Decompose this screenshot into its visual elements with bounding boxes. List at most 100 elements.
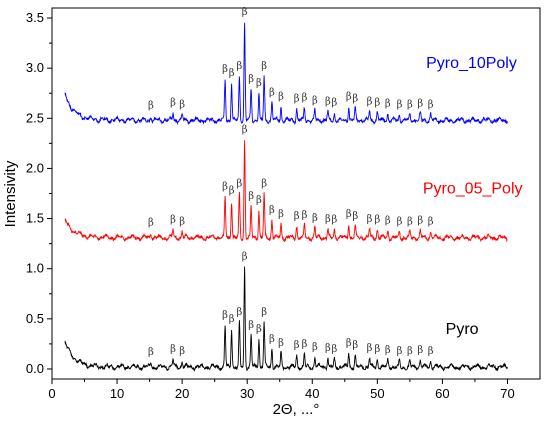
beta-marker: β (367, 343, 373, 354)
beta-marker: β (312, 342, 318, 353)
beta-marker: β (278, 209, 284, 220)
beta-marker: β (352, 340, 358, 351)
y-axis: 0.0 0.5 1.0 1.5 2.0 2.5 3.0 3.5 (26, 10, 52, 376)
beta-marker: β (170, 215, 176, 226)
beta-marker: β (397, 217, 403, 228)
beta-marker: β (261, 178, 267, 189)
beta-marker: β (170, 344, 176, 355)
beta-marker: β (256, 78, 262, 89)
beta-marker: β (248, 191, 254, 202)
beta-marker: β (367, 96, 373, 107)
beta-marker: β (325, 214, 331, 225)
beta-marker: β (237, 61, 243, 72)
beta-marker: β (331, 97, 337, 108)
beta-marker: β (302, 339, 308, 350)
x-tick-label: 40 (305, 386, 319, 401)
beta-marker: β (367, 214, 373, 225)
beta-marker: β (352, 211, 358, 222)
beta-marker: β (331, 344, 337, 355)
beta-marker: β (237, 178, 243, 189)
y-tick-label: 1.5 (26, 211, 44, 226)
beta-marker: β (148, 218, 154, 229)
x-axis: 0 10 20 30 40 50 60 70 (48, 379, 515, 401)
beta-marker: β (302, 93, 308, 104)
x-tick-label: 70 (500, 386, 514, 401)
beta-marker: β (397, 99, 403, 110)
beta-marker: β (417, 98, 423, 109)
beta-marker: β (269, 88, 275, 99)
beta-marker: β (346, 338, 352, 349)
beta-marker: β (179, 99, 185, 110)
beta-marker: β (407, 217, 413, 228)
beta-marker: β (312, 95, 318, 106)
beta-marker: β (179, 346, 185, 357)
x-tick-label: 30 (240, 386, 254, 401)
beta-marker: β (261, 61, 267, 72)
y-axis-title: Intensivity (2, 160, 19, 227)
series-line-pyro (64, 266, 508, 372)
y-tick-label: 3.0 (26, 60, 44, 75)
x-tick-label: 60 (435, 386, 449, 401)
beta-marker: β (352, 93, 358, 104)
beta-marker: β (294, 93, 300, 104)
beta-marker: β (256, 195, 262, 206)
beta-marker: β (312, 213, 318, 224)
beta-marker: β (179, 217, 185, 228)
beta-marker: β (374, 344, 380, 355)
beta-marker: β (269, 205, 275, 216)
beta-marker: β (248, 320, 254, 331)
y-tick-label: 1.0 (26, 261, 44, 276)
beta-marker: β (346, 92, 352, 103)
beta-marker: β (269, 334, 275, 345)
beta-marker: β (407, 99, 413, 110)
beta-marker: β (248, 74, 254, 85)
beta-marker: β (428, 346, 434, 357)
x-axis-title: 2Θ, ...° (273, 401, 320, 418)
x-tick-label: 0 (48, 386, 55, 401)
beta-marker: β (294, 211, 300, 222)
beta-marker: β (294, 340, 300, 351)
beta-marker: β (385, 216, 391, 227)
beta-marker: β (346, 209, 352, 220)
beta-marker: β (331, 215, 337, 226)
y-tick-label: 0.0 (26, 361, 44, 376)
beta-marker: β (222, 181, 228, 192)
beta-marker: β (374, 97, 380, 108)
series-line-pyro-05-poly (64, 140, 508, 243)
beta-marker: β (229, 68, 235, 79)
series-line-pyro-10poly (64, 22, 508, 126)
beta-marker: β (261, 307, 267, 318)
beta-marker: β (229, 314, 235, 325)
beta-marker: β (222, 64, 228, 75)
beta-marker: β (278, 92, 284, 103)
beta-marker: β (242, 7, 248, 18)
series-label: Pyro_05_Poly (423, 181, 523, 198)
y-tick-label: 0.5 (26, 311, 44, 326)
beta-marker: β (242, 252, 248, 263)
beta-marker: β (417, 345, 423, 356)
beta-marker: β (242, 124, 248, 135)
beta-marker: β (407, 346, 413, 357)
beta-marker: β (385, 98, 391, 109)
beta-marker: β (278, 338, 284, 349)
beta-marker: β (428, 99, 434, 110)
beta-marker: β (374, 215, 380, 226)
beta-marker: β (325, 343, 331, 354)
beta-marker: β (148, 100, 154, 111)
series-layer (64, 22, 508, 372)
beta-marker: β (222, 310, 228, 321)
x-tick-label: 10 (110, 386, 124, 401)
beta-marker: β (256, 324, 262, 335)
beta-marker: β (385, 345, 391, 356)
series-label: Pyro_10Poly (426, 55, 517, 72)
beta-marker: β (417, 216, 423, 227)
y-tick-label: 2.5 (26, 110, 44, 125)
series-labels: Pyro Pyro_05_Poly Pyro_10Poly (423, 55, 523, 338)
x-tick-label: 20 (175, 386, 189, 401)
series-label: Pyro (446, 321, 479, 338)
y-tick-label: 3.5 (26, 10, 44, 25)
beta-marker: β (325, 96, 331, 107)
beta-marker: β (428, 217, 434, 228)
